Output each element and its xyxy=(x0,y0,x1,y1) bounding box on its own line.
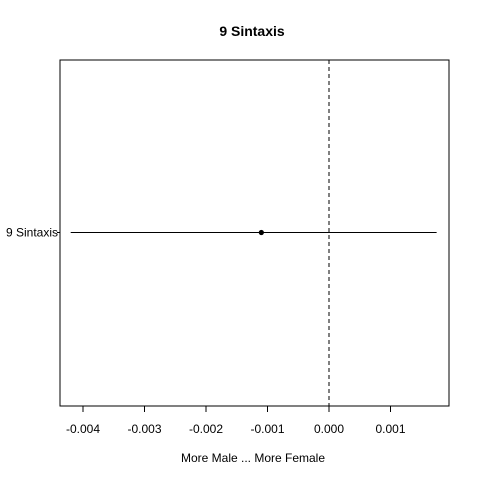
y-category-label-0: 9 Sintaxis xyxy=(6,226,58,240)
estimate-point-0 xyxy=(258,229,264,236)
x-tick-label-5: 0.001 xyxy=(375,422,405,436)
x-tick-label-3: -0.001 xyxy=(250,422,284,436)
x-tick-label-2: -0.002 xyxy=(189,422,223,436)
x-axis-label: More Male ... More Female xyxy=(181,451,325,465)
x-axis: -0.004 -0.003 -0.002 -0.001 0.000 0.001 xyxy=(66,406,406,436)
y-axis: 9 Sintaxis xyxy=(6,226,60,240)
data-layer xyxy=(70,229,437,236)
chart-title: 9 Sintaxis xyxy=(219,23,285,39)
x-tick-label-1: -0.003 xyxy=(127,422,161,436)
x-tick-label-0: -0.004 xyxy=(66,422,100,436)
x-tick-label-4: 0.000 xyxy=(314,422,344,436)
